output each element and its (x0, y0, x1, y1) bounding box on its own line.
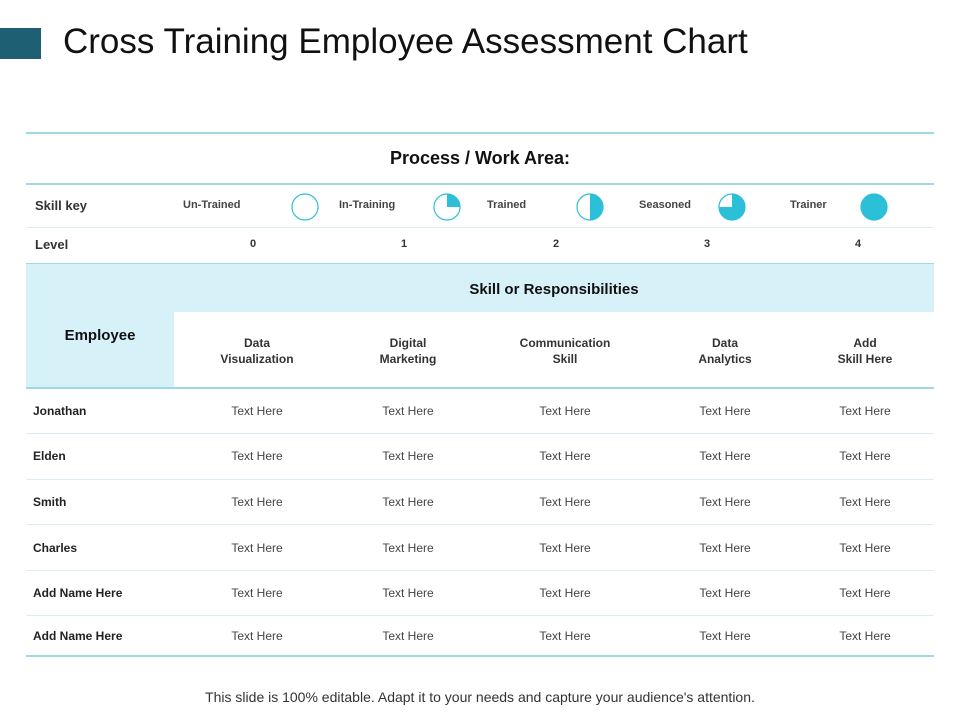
table-cell: Text Here (382, 404, 434, 418)
table-cell: Text Here (699, 586, 751, 600)
row-divider (26, 570, 934, 571)
level-value: 4 (854, 238, 862, 250)
row-divider (26, 479, 934, 480)
table-cell: Text Here (699, 541, 751, 555)
employee-name: Add Name Here (33, 629, 123, 643)
level-value: 0 (249, 238, 257, 250)
page-title: Cross Training Employee Assessment Chart (63, 22, 748, 61)
table-cell: Text Here (699, 629, 751, 643)
column-header-communication-skill: Communication Skill (495, 335, 635, 367)
table-cell: Text Here (382, 586, 434, 600)
divider-skill-key (26, 227, 934, 228)
employee-name: Elden (33, 449, 66, 463)
row-divider (26, 433, 934, 434)
column-header-line: Data (243, 336, 270, 350)
employee-name: Charles (33, 541, 78, 555)
table-cell: Text Here (699, 404, 751, 418)
footer-note: This slide is 100% editable. Adapt it to… (205, 689, 755, 705)
table-cell: Text Here (231, 586, 283, 600)
skill-key-label: Skill key (35, 198, 88, 213)
table-cell: Text Here (539, 495, 591, 509)
title-accent-bar (0, 28, 41, 59)
skills-header: Skill or Responsibilities (469, 281, 639, 298)
column-header-digital-marketing: Digital Marketing (338, 335, 478, 367)
table-cell: Text Here (231, 541, 283, 555)
divider-table-bottom (26, 655, 934, 657)
level-value: 3 (703, 238, 711, 250)
circle-empty-icon (291, 193, 319, 221)
level-label: Level (35, 237, 69, 252)
divider-top (26, 132, 934, 134)
table-cell: Text Here (839, 404, 891, 418)
circle-half-icon (576, 193, 604, 221)
table-header-columns-bg (174, 312, 934, 388)
table-cell: Text Here (699, 449, 751, 463)
divider-table-header (26, 387, 934, 389)
key-label-seasoned: Seasoned (639, 199, 691, 211)
column-header-line: Digital (389, 336, 427, 350)
circle-quarter-icon (433, 193, 461, 221)
key-label-untrained: Un-Trained (183, 199, 241, 211)
table-cell: Text Here (539, 404, 591, 418)
row-divider (26, 524, 934, 525)
table-cell: Text Here (231, 404, 283, 418)
table-cell: Text Here (539, 586, 591, 600)
divider-work-area (26, 183, 934, 185)
table-cell: Text Here (231, 495, 283, 509)
table-cell: Text Here (382, 449, 434, 463)
employee-name: Smith (33, 495, 67, 509)
row-divider (26, 615, 934, 616)
column-header-line: Communication (519, 336, 611, 350)
level-value: 2 (552, 238, 560, 250)
work-area-heading: Process / Work Area: (389, 148, 571, 168)
employee-name: Jonathan (33, 404, 87, 418)
column-header-line: Visualization (220, 352, 294, 366)
table-cell: Text Here (839, 495, 891, 509)
column-header-data-analytics: Data Analytics (655, 335, 795, 367)
level-value: 1 (400, 238, 408, 250)
column-header-line: Data (711, 336, 738, 350)
circle-three-quarter-icon (718, 193, 746, 221)
table-cell: Text Here (382, 495, 434, 509)
table-cell: Text Here (382, 629, 434, 643)
table-cell: Text Here (839, 449, 891, 463)
column-header-line: Skill Here (837, 352, 893, 366)
column-header-add-skill: Add Skill Here (795, 335, 935, 367)
circle-full-icon (860, 193, 888, 221)
table-cell: Text Here (231, 629, 283, 643)
table-cell: Text Here (539, 629, 591, 643)
table-cell: Text Here (382, 541, 434, 555)
column-header-line: Add (853, 336, 877, 350)
column-header-line: Analytics (698, 352, 752, 366)
table-cell: Text Here (839, 629, 891, 643)
key-label-in-training: In-Training (339, 199, 396, 211)
table-cell: Text Here (539, 541, 591, 555)
table-cell: Text Here (699, 495, 751, 509)
column-header-line: Skill (552, 352, 578, 366)
key-label-trained: Trained (487, 199, 527, 211)
table-cell: Text Here (539, 449, 591, 463)
table-cell: Text Here (231, 449, 283, 463)
column-header-line: Marketing (379, 352, 437, 366)
employee-name: Add Name Here (33, 586, 123, 600)
table-cell: Text Here (839, 586, 891, 600)
table-cell: Text Here (839, 541, 891, 555)
employee-column-header: Employee (64, 327, 136, 344)
key-label-trainer: Trainer (790, 199, 827, 211)
column-header-data-visualization: Data Visualization (187, 335, 327, 367)
